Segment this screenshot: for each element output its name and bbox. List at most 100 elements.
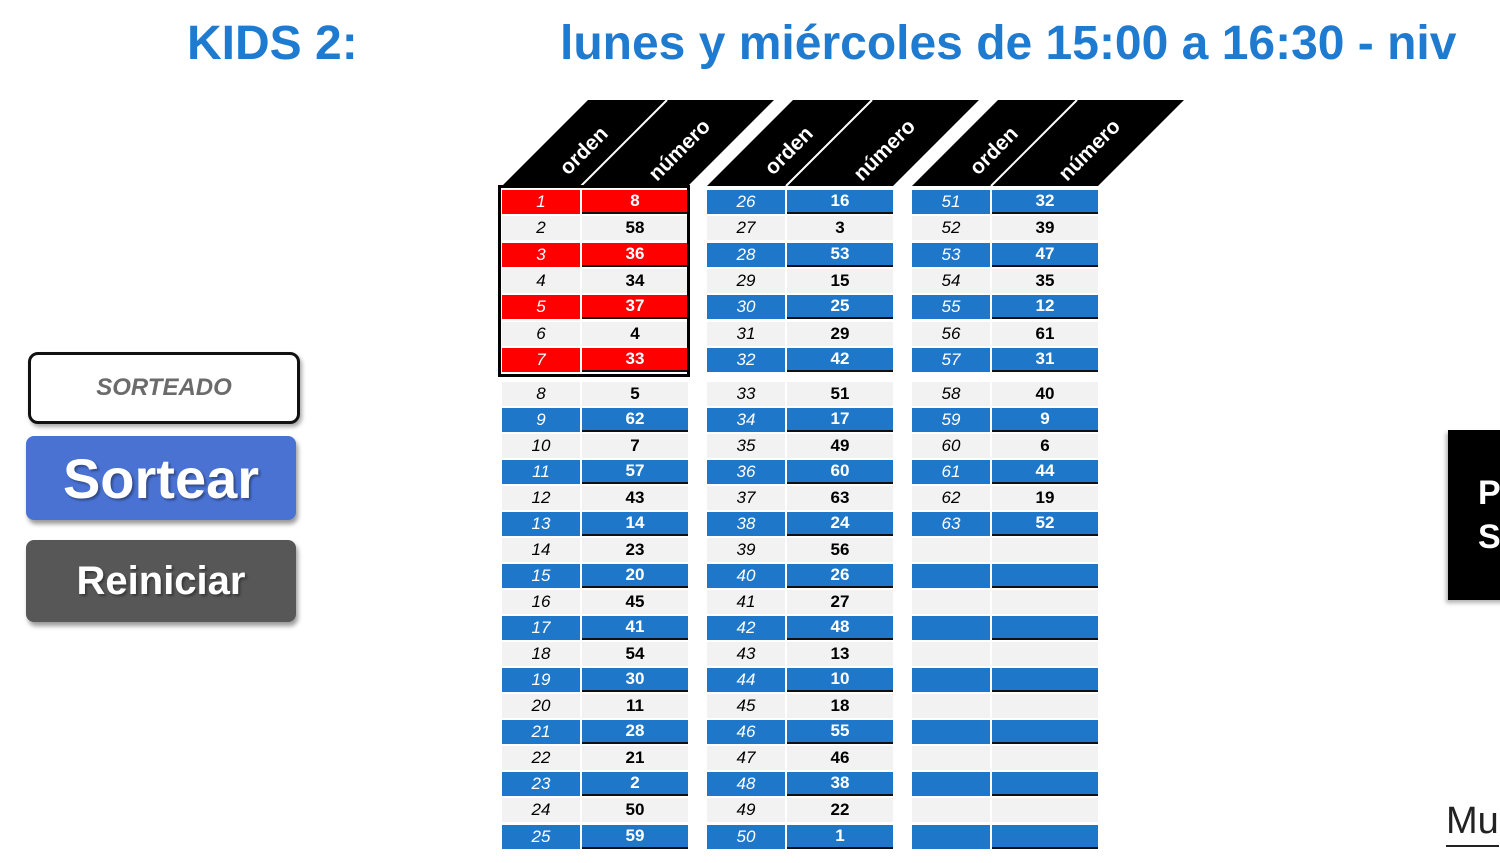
orden-cell: 9	[502, 408, 580, 433]
numero-cell: 8	[582, 190, 688, 214]
schedule-title: lunes y miércoles de 15:00 a 16:30 - niv	[560, 17, 1457, 70]
numero-cell: 14	[582, 512, 688, 537]
numero-cell: 35	[992, 268, 1098, 293]
numero-cell: 41	[582, 616, 688, 641]
orden-cell: 29	[707, 268, 785, 293]
numero-cell: 54	[582, 642, 688, 667]
orden-cell: 58	[912, 382, 990, 406]
numero-cell: 1	[787, 824, 893, 849]
orden-cell: 22	[502, 746, 580, 771]
side-bottom-text: Mu	[1446, 800, 1499, 847]
orden-cell: 21	[502, 720, 580, 745]
numero-cell: 36	[582, 242, 688, 267]
orden-cell: 38	[707, 512, 785, 537]
orden-cell: 32	[707, 347, 785, 372]
orden-cell	[912, 694, 990, 719]
numero-cell	[992, 720, 1098, 745]
orden-cell	[912, 590, 990, 615]
numero-cell: 20	[582, 564, 688, 589]
numero-cell: 43	[582, 486, 688, 511]
header-divider	[785, 99, 873, 187]
numero-cell: 7	[582, 434, 688, 459]
orden-cell: 33	[707, 382, 785, 406]
orden-cell	[912, 642, 990, 667]
orden-cell: 2	[502, 216, 580, 241]
numero-cell: 27	[787, 590, 893, 615]
numero-cell: 46	[787, 746, 893, 771]
numero-cell	[992, 694, 1098, 719]
side-panel[interactable]: P S	[1448, 430, 1500, 600]
orden-cell	[912, 668, 990, 693]
orden-cell: 30	[707, 295, 785, 320]
side-panel-text-2: S	[1478, 518, 1500, 556]
orden-cell	[912, 720, 990, 745]
orden-cell: 47	[707, 746, 785, 771]
numero-cell	[992, 824, 1098, 849]
orden-cell: 19	[502, 668, 580, 693]
numero-cell: 42	[787, 347, 893, 372]
orden-cell: 54	[912, 268, 990, 293]
orden-cell: 60	[912, 434, 990, 459]
numero-cell	[992, 746, 1098, 771]
numero-cell: 5	[582, 382, 688, 406]
orden-cell: 5	[502, 295, 580, 320]
orden-cell: 14	[502, 538, 580, 563]
numero-cell: 18	[787, 694, 893, 719]
orden-cell: 43	[707, 642, 785, 667]
orden-cell: 40	[707, 564, 785, 589]
sorteado-display: SORTEADO	[28, 352, 300, 424]
numero-cell: 6	[992, 434, 1098, 459]
orden-cell: 36	[707, 460, 785, 485]
orden-cell: 42	[707, 616, 785, 641]
orden-cell: 35	[707, 434, 785, 459]
numero-cell: 38	[787, 772, 893, 797]
orden-cell: 41	[707, 590, 785, 615]
orden-cell: 37	[707, 486, 785, 511]
orden-cell: 12	[502, 486, 580, 511]
numero-cell: 50	[582, 798, 688, 823]
orden-cell: 63	[912, 512, 990, 537]
orden-cell: 17	[502, 616, 580, 641]
numero-cell: 33	[582, 347, 688, 372]
numero-cell: 22	[787, 798, 893, 823]
orden-cell: 13	[502, 512, 580, 537]
orden-cell: 53	[912, 242, 990, 267]
orden-cell: 55	[912, 295, 990, 320]
orden-cell: 26	[707, 190, 785, 214]
numero-cell: 60	[787, 460, 893, 485]
numero-cell: 52	[992, 512, 1098, 537]
orden-cell: 31	[707, 321, 785, 346]
orden-cell: 20	[502, 694, 580, 719]
orden-cell	[912, 564, 990, 589]
numero-cell: 56	[787, 538, 893, 563]
orden-cell: 10	[502, 434, 580, 459]
numero-cell: 63	[787, 486, 893, 511]
numero-cell	[992, 590, 1098, 615]
numero-cell: 51	[787, 382, 893, 406]
numero-cell: 4	[582, 321, 688, 346]
orden-cell: 48	[707, 772, 785, 797]
header-divider	[580, 99, 668, 187]
orden-cell: 23	[502, 772, 580, 797]
header-band	[502, 100, 774, 186]
numero-cell	[992, 616, 1098, 641]
numero-cell: 26	[787, 564, 893, 589]
orden-cell: 27	[707, 216, 785, 241]
orden-cell: 6	[502, 321, 580, 346]
numero-cell: 58	[582, 216, 688, 241]
reiniciar-button[interactable]: Reiniciar	[26, 540, 296, 622]
numero-cell: 9	[992, 408, 1098, 433]
numero-cell: 47	[992, 242, 1098, 267]
sortear-button[interactable]: Sortear	[26, 436, 296, 520]
orden-cell: 46	[707, 720, 785, 745]
numero-cell: 12	[992, 295, 1098, 320]
header-band	[707, 100, 979, 186]
numero-cell	[992, 642, 1098, 667]
orden-cell: 56	[912, 321, 990, 346]
numero-cell: 34	[582, 268, 688, 293]
numero-cell: 13	[787, 642, 893, 667]
orden-cell	[912, 772, 990, 797]
orden-cell	[912, 616, 990, 641]
numero-cell: 29	[787, 321, 893, 346]
orden-cell: 28	[707, 242, 785, 267]
